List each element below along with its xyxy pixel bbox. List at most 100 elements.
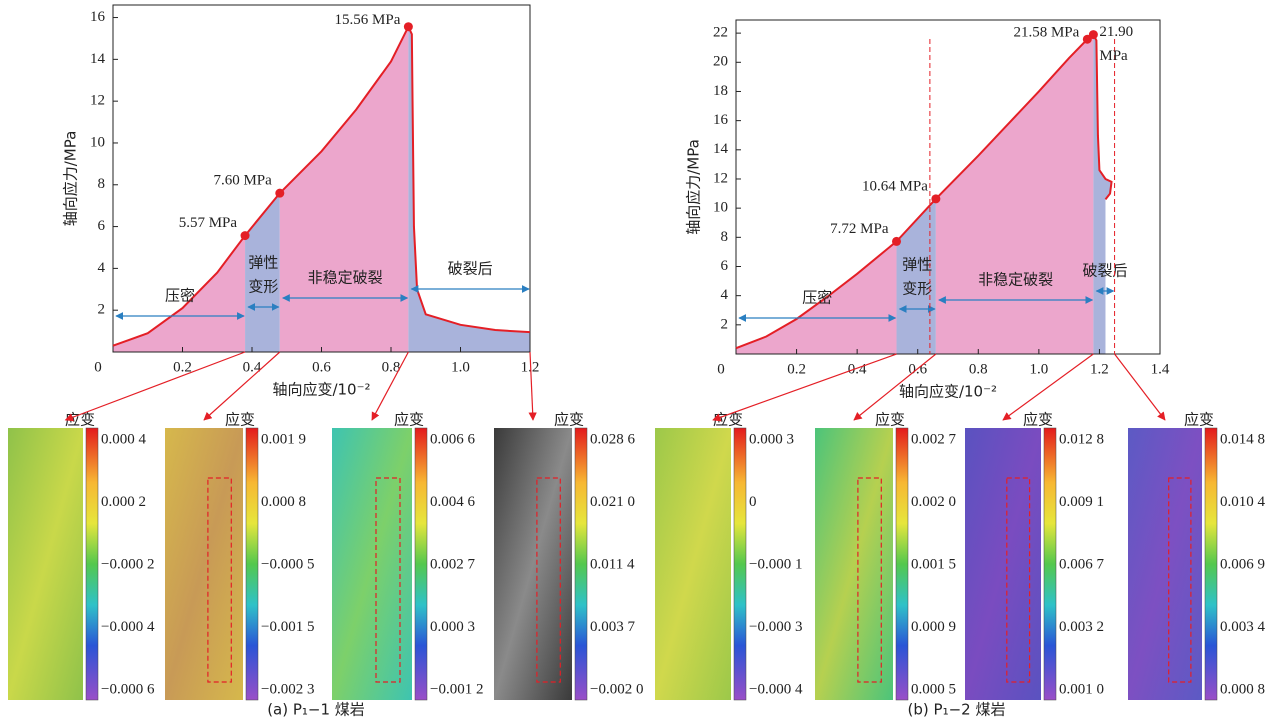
- colorbar-label: 0.021 0: [590, 494, 635, 510]
- colorbar-label: 0.002 7: [430, 556, 476, 572]
- x-tick-label: 0: [94, 359, 102, 375]
- crack-zone: [1006, 477, 1031, 683]
- x-axis-title: 轴向应变/10⁻²: [272, 381, 370, 399]
- y-tick-label: 8: [721, 229, 729, 245]
- stage-label: 压密: [802, 289, 832, 307]
- x-tick-label: 1.0: [1029, 361, 1048, 377]
- y-tick-label: 10: [90, 134, 105, 150]
- y-tick-label: 2: [98, 302, 106, 318]
- x-tick-label: 1.4: [1151, 361, 1170, 377]
- colorbar-label: −0.000 5: [261, 556, 314, 572]
- colorbar-label: 0.002 0: [911, 494, 956, 510]
- colorbar-title: 应变: [1184, 411, 1214, 429]
- colorbar-label: −0.002 0: [590, 681, 643, 697]
- colorbar-label: 0.028 6: [590, 431, 636, 447]
- y-tick-label: 12: [90, 93, 105, 109]
- point-label: 5.57 MPa: [179, 215, 238, 231]
- colorbar-label: 0.000 2: [101, 494, 146, 510]
- stage-area: [1093, 34, 1112, 354]
- colorbar-label: −0.001 5: [261, 619, 314, 635]
- caption: (b) P₁−2 煤岩: [908, 701, 1006, 719]
- key-point: [1082, 34, 1092, 44]
- point-label: 15.56 MPa: [335, 12, 401, 28]
- colorbar-label: 0.000 4: [101, 431, 147, 447]
- colorbar-label: 0: [749, 494, 757, 510]
- crack-zone: [207, 477, 232, 683]
- map-link: [1114, 353, 1166, 421]
- colorbar-label: −0.000 4: [749, 681, 803, 697]
- colorbar: [245, 427, 259, 701]
- point-label: 7.72 MPa: [830, 221, 889, 237]
- key-point: [1088, 30, 1098, 40]
- map-link: [64, 351, 246, 422]
- point-label: MPa: [1099, 48, 1128, 64]
- x-tick-label: 0: [717, 361, 725, 377]
- colorbar-label: −0.000 4: [101, 619, 155, 635]
- x-tick-label: 0.6: [908, 361, 927, 377]
- strain-image: [165, 428, 243, 700]
- colorbar-label: 0.010 4: [1220, 494, 1266, 510]
- colorbar-label: 0.001 9: [261, 431, 306, 447]
- key-point: [403, 22, 413, 32]
- strain-image: [1128, 428, 1202, 700]
- colorbar: [1043, 427, 1057, 701]
- y-tick-label: 4: [721, 287, 729, 303]
- colorbar-label: 0.000 3: [430, 619, 475, 635]
- stage-area: [408, 26, 530, 352]
- stress-curve: [735, 33, 1113, 350]
- y-tick-label: 6: [721, 258, 729, 274]
- crack-zone: [857, 477, 882, 683]
- x-tick-label: 0.2: [173, 359, 192, 375]
- colorbar-label: 0.011 4: [590, 556, 635, 572]
- colorbar-label: 0.000 8: [261, 494, 306, 510]
- map-link: [712, 353, 897, 422]
- colorbar: [574, 427, 588, 701]
- colorbar-label: 0.009 1: [1059, 494, 1104, 510]
- colorbar-title: 应变: [1023, 411, 1053, 429]
- colorbar-label: 0.006 9: [1220, 556, 1265, 572]
- x-axis-title: 轴向应变/10⁻²: [899, 383, 997, 401]
- colorbar-title: 应变: [394, 411, 424, 429]
- stage-label: 变形: [248, 278, 278, 296]
- colorbar-label: 0.006 6: [430, 431, 476, 447]
- y-tick-label: 18: [713, 83, 728, 99]
- colorbar: [1204, 427, 1218, 701]
- crack-zone: [536, 477, 561, 683]
- colorbar: [895, 427, 909, 701]
- colorbar: [733, 427, 747, 701]
- y-tick-label: 22: [713, 25, 728, 41]
- colorbar-label: 0.003 7: [590, 619, 636, 635]
- colorbar-label: 0.001 5: [911, 556, 956, 572]
- x-tick-label: 1.2: [1090, 361, 1109, 377]
- map-link: [371, 351, 409, 421]
- y-tick-label: 16: [713, 112, 729, 128]
- stage-label: 非稳定破裂: [978, 271, 1053, 289]
- strain-image: [965, 428, 1041, 700]
- colorbar-label: 0.003 2: [1059, 619, 1104, 635]
- stage-label: 弹性: [902, 256, 932, 274]
- point-label: 21.90: [1099, 24, 1133, 40]
- key-point: [240, 231, 250, 241]
- plot-frame: [735, 19, 1161, 355]
- y-tick-label: 16: [90, 9, 106, 25]
- x-tick-label: 0.8: [969, 361, 988, 377]
- colorbar-label: 0.000 9: [911, 619, 956, 635]
- strain-image: [332, 428, 412, 700]
- key-point: [892, 236, 902, 246]
- colorbar-label: 0.003 4: [1220, 619, 1266, 635]
- stage-area: [896, 198, 936, 354]
- colorbar-title: 应变: [713, 411, 743, 429]
- colorbar-label: 0.001 0: [1059, 681, 1104, 697]
- strain-image: [655, 428, 731, 700]
- colorbar-title: 应变: [225, 411, 255, 429]
- y-axis-title: 轴向应力/MPa: [685, 139, 703, 235]
- colorbar-label: −0.001 2: [430, 681, 483, 697]
- stage-area: [279, 26, 409, 352]
- point-label: 7.60 MPa: [213, 173, 272, 189]
- colorbar-label: 0.014 8: [1220, 431, 1265, 447]
- colorbar-label: −0.000 2: [101, 556, 154, 572]
- y-tick-label: 2: [721, 316, 729, 332]
- y-tick-label: 8: [98, 176, 106, 192]
- point-label: 21.58 MPa: [1013, 25, 1079, 41]
- x-tick-label: 0.4: [848, 361, 867, 377]
